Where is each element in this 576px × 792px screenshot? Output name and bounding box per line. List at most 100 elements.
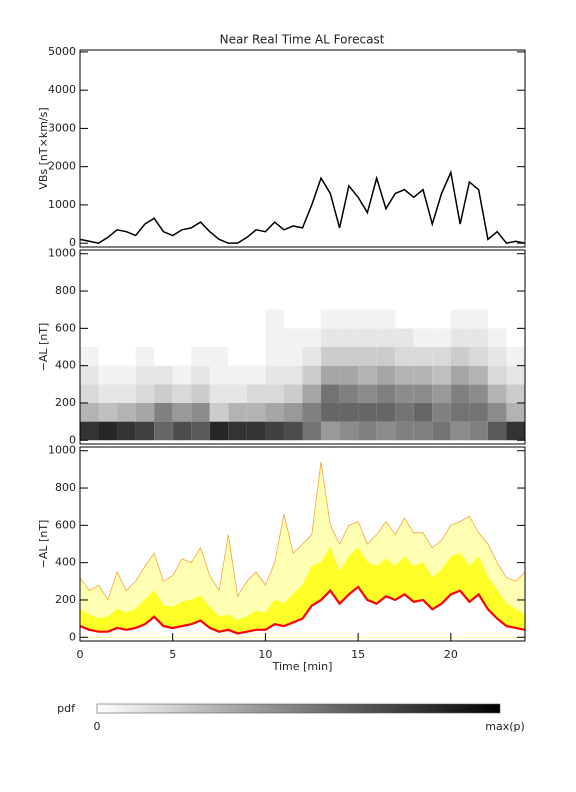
- heat-cell: [450, 309, 470, 329]
- heat-cell: [302, 328, 322, 347]
- heat-cell: [339, 347, 359, 366]
- heat-cell: [469, 384, 488, 403]
- heat-cell: [339, 402, 359, 422]
- heat-cell: [228, 365, 247, 385]
- heat-cell: [395, 402, 414, 422]
- heat-cell: [413, 421, 433, 441]
- y-tick-label: 1000: [48, 247, 76, 260]
- heat-cell: [321, 347, 340, 366]
- heat-cell: [321, 421, 340, 441]
- heat-cell: [117, 347, 136, 366]
- heat-cell: [321, 309, 340, 329]
- heat-cell: [228, 421, 247, 441]
- heat-cell: [450, 365, 470, 385]
- heat-cell: [228, 328, 247, 347]
- heat-cell: [506, 328, 525, 347]
- y-tick-label: 600: [55, 518, 76, 531]
- heat-cell: [154, 421, 173, 441]
- heat-cell: [135, 347, 155, 366]
- heat-cell: [450, 402, 470, 422]
- heat-cell: [321, 384, 340, 403]
- y-tick-label: 0: [69, 236, 76, 249]
- heat-cell: [358, 309, 377, 329]
- heat-cell: [469, 328, 488, 347]
- heat-cell: [117, 328, 136, 347]
- heat-cell: [135, 421, 155, 441]
- y-tick-label: 1000: [48, 198, 76, 211]
- heat-cell: [469, 402, 488, 422]
- heat-cell: [450, 347, 470, 366]
- heat-cell: [98, 309, 118, 329]
- y-tick-label: 200: [55, 396, 76, 409]
- heat-cell: [117, 402, 136, 422]
- heat-cell: [172, 328, 192, 347]
- y-axis-label: −AL [nT]: [37, 323, 50, 372]
- y-axis-label: VBs [nT×km/s]: [37, 107, 50, 189]
- heat-cell: [506, 421, 525, 441]
- y-axis-label: −AL [nT]: [37, 520, 50, 569]
- heat-cell: [154, 328, 173, 347]
- heat-cell: [191, 347, 210, 366]
- heat-cell: [154, 309, 173, 329]
- heat-cell: [302, 421, 322, 441]
- y-tick-label: 200: [55, 593, 76, 606]
- heat-cell: [172, 421, 192, 441]
- heat-cell: [376, 384, 396, 403]
- heat-cell: [413, 328, 433, 347]
- y-tick-label: 0: [69, 433, 76, 446]
- y-tick-label: 4000: [48, 83, 76, 96]
- heat-cell: [80, 402, 99, 422]
- heat-cell: [135, 384, 155, 403]
- heat-cell: [154, 384, 173, 403]
- heat-cell: [283, 328, 303, 347]
- heat-cell: [246, 402, 266, 422]
- chart-title: Near Real Time AL Forecast: [220, 33, 385, 47]
- heat-cell: [80, 384, 99, 403]
- heat-cell: [450, 328, 470, 347]
- heat-cell: [376, 309, 396, 329]
- heat-cell: [191, 328, 210, 347]
- heat-cell: [265, 309, 284, 329]
- heat-cell: [135, 328, 155, 347]
- heat-cell: [321, 365, 340, 385]
- colorbar-max: max(p): [485, 720, 525, 733]
- heat-cell: [80, 328, 99, 347]
- colorbar-label: pdf: [57, 702, 76, 715]
- heat-cell: [506, 309, 525, 329]
- heat-cell: [413, 402, 433, 422]
- heat-cell: [191, 421, 210, 441]
- heat-cell: [117, 384, 136, 403]
- plot-frame: [79, 249, 526, 445]
- heat-cell: [432, 328, 451, 347]
- heat-cell: [432, 365, 451, 385]
- heat-cell: [209, 384, 229, 403]
- heat-cell: [321, 328, 340, 347]
- heat-cell: [413, 365, 433, 385]
- heat-cell: [265, 365, 284, 385]
- x-tick-label: 5: [169, 648, 176, 661]
- heat-cell: [246, 347, 266, 366]
- heat-cell: [80, 309, 99, 329]
- data-line: [79, 169, 526, 245]
- heat-cell: [376, 365, 396, 385]
- heat-cell: [395, 384, 414, 403]
- heat-cell: [246, 384, 266, 403]
- heat-cell: [246, 365, 266, 385]
- heat-cell: [395, 309, 414, 329]
- heat-cell: [209, 365, 229, 385]
- heat-cell: [228, 309, 247, 329]
- heat-cell: [283, 365, 303, 385]
- heat-cell: [135, 309, 155, 329]
- y-tick-label: 400: [55, 556, 76, 569]
- heat-cell: [135, 365, 155, 385]
- colorbar-min: 0: [94, 720, 101, 733]
- heat-cell: [172, 309, 192, 329]
- heat-cell: [413, 384, 433, 403]
- heat-cell: [302, 365, 322, 385]
- heat-cell: [172, 365, 192, 385]
- heat-cell: [172, 402, 192, 422]
- heat-cell: [487, 384, 507, 403]
- plot-frame: [79, 446, 526, 642]
- heat-cell: [98, 347, 118, 366]
